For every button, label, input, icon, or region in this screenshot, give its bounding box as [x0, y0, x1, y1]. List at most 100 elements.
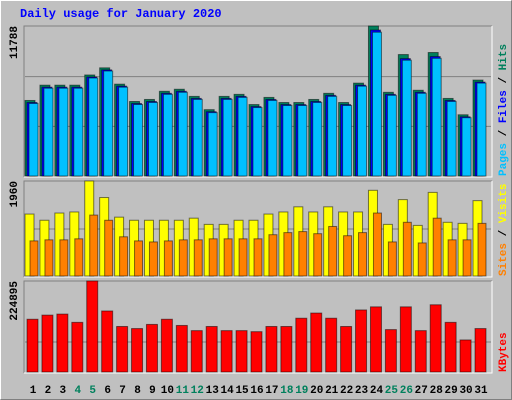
x-tick-label: 11	[176, 385, 190, 397]
bar	[310, 312, 323, 373]
x-tick-label: 7	[119, 385, 126, 397]
bar	[73, 87, 84, 177]
bar	[476, 82, 487, 177]
bevel	[23, 180, 492, 277]
x-tick-label: 23	[355, 385, 369, 397]
bar	[447, 239, 457, 277]
bar	[103, 70, 114, 177]
bar	[369, 306, 382, 373]
bar	[298, 231, 308, 277]
legend-entry: Visits	[498, 184, 510, 224]
bevel	[24, 281, 493, 374]
bar	[193, 239, 203, 277]
bar	[402, 221, 412, 277]
bar	[235, 330, 248, 373]
bar	[59, 239, 69, 277]
bar	[160, 318, 173, 373]
chart-title: Daily usage for January 2020	[20, 7, 222, 21]
bar	[178, 239, 188, 277]
bar	[223, 238, 233, 277]
bar	[268, 234, 278, 277]
bar	[417, 242, 427, 277]
bar	[131, 328, 144, 373]
x-tick-label: 9	[149, 385, 156, 397]
bar	[384, 329, 397, 373]
bar	[177, 91, 188, 177]
bar	[162, 93, 173, 177]
bar	[208, 238, 218, 277]
bevel	[24, 181, 493, 278]
bar	[192, 98, 203, 177]
x-tick-label: 20	[310, 385, 323, 397]
bar	[297, 105, 308, 177]
bar	[432, 217, 442, 277]
bar	[74, 238, 84, 277]
bar	[238, 238, 248, 277]
legend-separator: /	[498, 123, 510, 143]
bar	[357, 85, 368, 177]
bevel	[23, 25, 492, 177]
bar	[220, 330, 233, 373]
x-tick-label: 4	[74, 385, 81, 397]
x-tick-label: 18	[280, 385, 294, 397]
bar	[26, 318, 39, 373]
bar	[58, 87, 69, 177]
bar	[252, 107, 263, 177]
bar	[145, 323, 158, 373]
legend: Sites / Visits	[498, 184, 510, 276]
bar	[387, 241, 397, 277]
bar	[282, 105, 293, 177]
bar	[41, 314, 54, 373]
x-tick-label: 21	[325, 385, 339, 397]
bar	[86, 280, 99, 373]
bar	[386, 94, 397, 177]
bar	[313, 233, 323, 277]
bar	[101, 310, 114, 373]
bar	[429, 304, 442, 373]
x-tick-label: 3	[60, 385, 67, 397]
bar	[147, 101, 158, 177]
bar	[29, 240, 39, 277]
bar	[190, 330, 203, 373]
legend: Pages / Files / Hits	[498, 44, 510, 176]
bar	[118, 86, 129, 177]
x-tick-label: 19	[295, 385, 308, 397]
bar	[416, 92, 427, 177]
bar	[148, 241, 158, 277]
legend-entry: Files	[498, 90, 510, 123]
bar	[459, 339, 472, 373]
bevel	[24, 26, 493, 178]
bar	[431, 57, 442, 177]
x-tick-label: 29	[445, 385, 458, 397]
bar	[461, 117, 472, 177]
bar	[163, 240, 173, 277]
legend-entry: Pages	[498, 143, 510, 176]
x-tick-label: 12	[191, 385, 204, 397]
x-tick-label: 1	[30, 385, 37, 397]
bar	[89, 214, 99, 277]
bar	[312, 101, 323, 177]
bar	[327, 95, 338, 177]
y-tick-label: 11788	[9, 26, 21, 59]
legend: KBytes	[498, 332, 510, 372]
x-tick-label: 30	[459, 385, 472, 397]
bar	[444, 321, 457, 373]
x-tick-label: 25	[385, 385, 399, 397]
bar	[207, 112, 218, 177]
bar	[358, 232, 368, 277]
x-tick-label: 14	[221, 385, 235, 397]
bar	[280, 325, 293, 373]
bar	[250, 331, 263, 373]
bar	[477, 222, 487, 277]
bar	[134, 240, 144, 277]
x-tick-label: 10	[161, 385, 174, 397]
bar	[328, 225, 338, 277]
bar	[222, 98, 233, 177]
x-tick-label: 8	[134, 385, 141, 397]
bar	[253, 238, 263, 277]
x-tick-label: 31	[474, 385, 488, 397]
bevel	[23, 280, 492, 373]
